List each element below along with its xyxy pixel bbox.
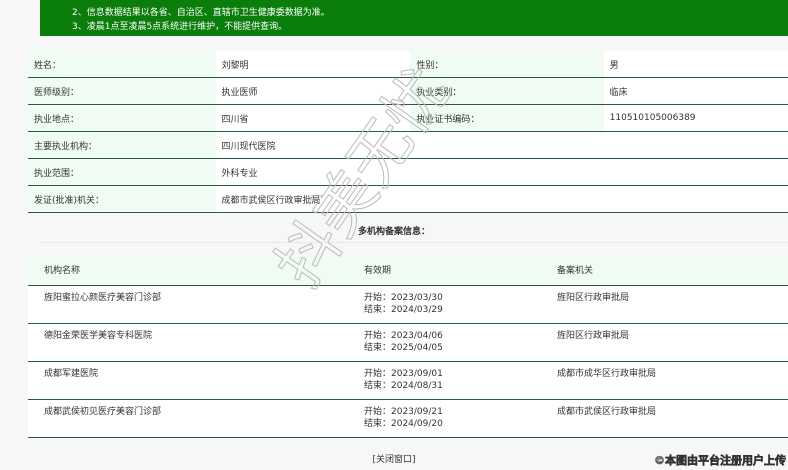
close-window-button[interactable]: [关闭窗口] (372, 455, 416, 465)
info-row: 执业地点： 四川省 执业证书编码： 110510105006389 (28, 104, 788, 132)
field-value: 四川现代医院 (215, 131, 411, 159)
field-label (410, 158, 604, 186)
field-value: 110510105006389 (603, 104, 788, 132)
end-date: 结束：2025/04/05 (364, 343, 443, 353)
start-date: 开始：2023/09/01 (364, 369, 443, 379)
end-date: 结束：2024/03/29 (364, 305, 443, 315)
start-date: 开始：2023/03/30 (364, 293, 443, 303)
info-row: 执业范围： 外科专业 (28, 158, 788, 186)
start-date: 开始：2023/04/06 (364, 331, 443, 341)
field-value: 执业医师 (215, 77, 411, 105)
field-value: 外科专业 (215, 158, 411, 186)
filing-authority: 旌阳区行政审批局 (541, 285, 788, 324)
end-date: 结束：2024/09/20 (364, 419, 443, 429)
field-label: 性别： (410, 51, 604, 78)
field-value: 刘黎明 (215, 51, 411, 78)
info-row: 主要执业机构： 四川现代医院 (28, 131, 788, 159)
field-label: 医师级别： (28, 77, 216, 105)
info-row: 发证(批准)机关： 成都市武侯区行政审批局 (28, 185, 788, 213)
field-value (603, 185, 788, 213)
table-row: 旌阳蜜拉心颜医疗美容门诊部 开始：2023/03/30 结束：2024/03/29… (28, 285, 788, 324)
field-label (410, 131, 604, 159)
start-date: 开始：2023/09/21 (364, 407, 443, 417)
field-value (603, 131, 788, 159)
field-label: 执业类别： (410, 77, 604, 105)
header-authority: 备案机关 (541, 254, 788, 286)
header-validity: 有效期 (348, 254, 541, 286)
filing-authority: 旌阳区行政审批局 (541, 323, 788, 362)
divider (40, 242, 788, 243)
validity: 开始：2023/09/01 结束：2024/08/31 (348, 361, 541, 400)
upload-credit: ©本图由平台注册用户上传 (654, 454, 787, 468)
table-row: 成都军建医院 开始：2023/09/01 结束：2024/08/31 成都市成华区… (28, 361, 788, 400)
institution-name: 成都军建医院 (28, 361, 348, 400)
institution-name: 旌阳蜜拉心颜医疗美容门诊部 (28, 285, 348, 324)
filing-authority: 成都市成华区行政审批局 (541, 361, 788, 400)
doctor-info-table: 姓名： 刘黎明 性别：男医师级别： 执业医师 执业类别： 临床 执业地点： 四川省 执业证书编码… (28, 51, 788, 213)
table-row: 德阳金荣医学美容专科医院 开始：2023/04/06 结束：2025/04/05 … (28, 323, 788, 362)
info-row: 姓名： 刘黎明 性别：男 (28, 51, 788, 78)
field-value: 成都市武侯区行政审批局 (215, 185, 411, 213)
field-label: 执业证书编码： (410, 104, 604, 132)
field-value: 四川省 (215, 104, 411, 132)
filing-authority: 成都市武侯区行政审批局 (541, 399, 788, 438)
table-header-row: 机构名称 有效期 备案机关 (28, 254, 788, 286)
field-value: 男 (603, 51, 788, 78)
field-label: 姓名： (28, 51, 216, 78)
field-label: 发证(批准)机关： (28, 185, 216, 213)
field-value: 临床 (603, 77, 788, 105)
field-label: 执业范围： (28, 158, 216, 186)
validity: 开始：2023/04/06 结束：2025/04/05 (348, 323, 541, 362)
field-value (603, 158, 788, 186)
institution-name: 成都武侯初见医疗美容门诊部 (28, 399, 348, 438)
field-label: 主要执业机构： (28, 131, 216, 159)
field-label: 执业地点： (28, 104, 216, 132)
header-name: 机构名称 (28, 254, 348, 286)
multi-section-title: 多机构备案信息： (357, 227, 430, 237)
multi-institution-table: 机构名称 有效期 备案机关 旌阳蜜拉心颜医疗美容门诊部 开始：2023/03/3… (28, 254, 788, 438)
validity: 开始：2023/03/30 结束：2024/03/29 (348, 285, 541, 324)
table-row: 成都武侯初见医疗美容门诊部 开始：2023/09/21 结束：2024/09/20… (28, 399, 788, 438)
institution-name: 德阳金荣医学美容专科医院 (28, 323, 348, 362)
notice-banner: 2、信息数据结果以各省、自治区、直辖市卫生健康委数据为准。 3、凌晨1点至凌晨5… (40, 0, 788, 36)
validity: 开始：2023/09/21 结束：2024/09/20 (348, 399, 541, 438)
end-date: 结束：2024/08/31 (364, 381, 443, 391)
notice-line: 2、信息数据结果以各省、自治区、直辖市卫生健康委数据为准。 (72, 8, 330, 18)
notice-line: 3、凌晨1点至凌晨5点系统进行维护，不能提供查询。 (72, 22, 288, 32)
info-row: 医师级别： 执业医师 执业类别： 临床 (28, 77, 788, 105)
field-label (410, 185, 604, 213)
